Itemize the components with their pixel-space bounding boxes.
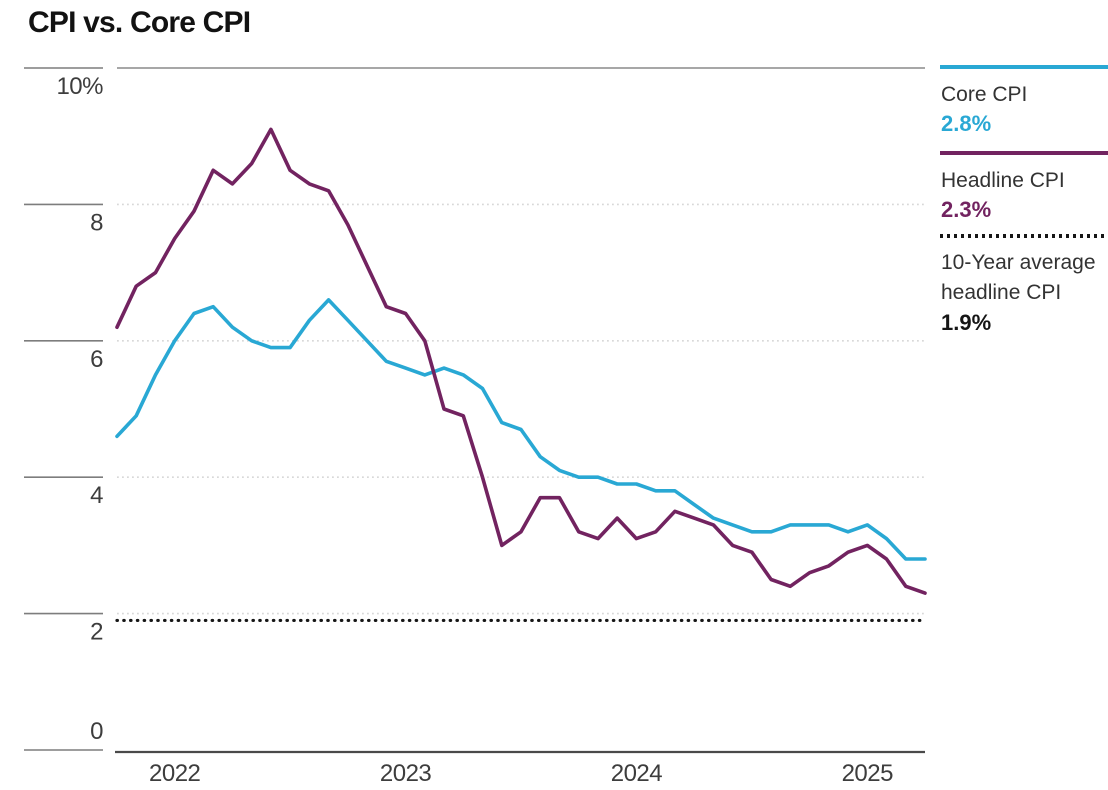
- page-title: CPI vs. Core CPI: [28, 6, 251, 39]
- core-cpi-line-swatch: [940, 65, 1108, 69]
- headline-cpi-line-swatch: [940, 151, 1108, 155]
- y-tick-label-6: 6: [90, 346, 103, 373]
- headline-cpi-value: 2.3%: [941, 197, 992, 222]
- legend: Core CPI 2.8% Headline CPI 2.3% 10-Year …: [940, 0, 1108, 360]
- core-cpi-label: Core CPI: [941, 83, 1028, 106]
- x-tick-label-2022: 2022: [149, 760, 201, 787]
- y-tick-label-0: 0: [90, 718, 103, 745]
- x-tick-label-2025: 2025: [842, 760, 894, 787]
- series-line-headline-cpi: [115, 127, 927, 595]
- core-cpi-value: 2.8%: [941, 111, 992, 136]
- average-cpi-value: 1.9%: [941, 310, 992, 335]
- y-tick-label-10: 10%: [56, 73, 103, 100]
- y-tick-label-4: 4: [90, 482, 103, 509]
- y-tick-label-2: 2: [90, 619, 103, 646]
- y-tick-label-8: 8: [90, 209, 103, 236]
- x-tick-label-2023: 2023: [380, 760, 432, 787]
- average-cpi-label: 10-Year average headline CPI: [941, 251, 1096, 304]
- average-cpi-dotted-swatch: [940, 234, 1108, 238]
- headline-cpi-label: Headline CPI: [941, 169, 1065, 192]
- series-line-core-cpi: [115, 298, 927, 561]
- x-tick-label-2024: 2024: [611, 760, 663, 787]
